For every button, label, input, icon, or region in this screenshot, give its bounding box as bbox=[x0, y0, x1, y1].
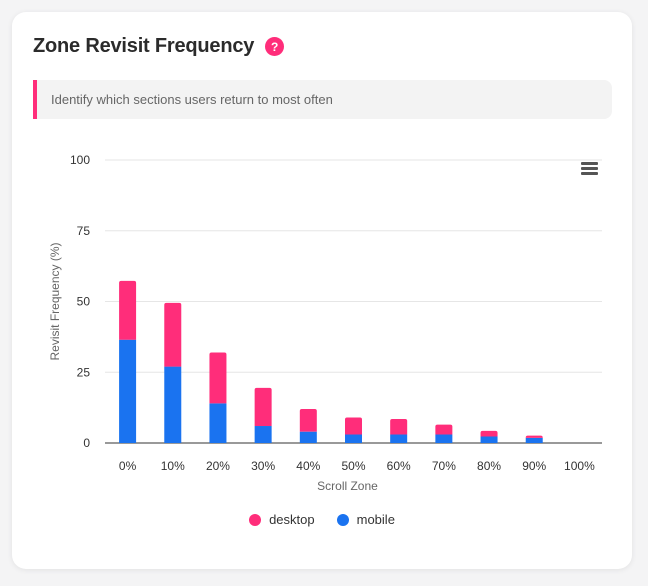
bar-mobile bbox=[480, 436, 498, 443]
x-tick-label: 60% bbox=[387, 459, 411, 473]
x-tick-label: 0% bbox=[119, 459, 137, 473]
bar-mobile bbox=[299, 431, 317, 443]
bar-mobile bbox=[525, 437, 543, 443]
x-tick-label: 40% bbox=[296, 459, 320, 473]
grid-lines bbox=[105, 159, 602, 444]
bar-desktop bbox=[299, 409, 317, 432]
bar-desktop bbox=[254, 387, 272, 427]
legend-marker-mobile bbox=[336, 513, 349, 526]
card-subtitle: Identify which sections users return to … bbox=[33, 80, 612, 119]
x-tick-label: 100% bbox=[564, 459, 595, 473]
bar-desktop bbox=[164, 302, 182, 367]
bar-chart: 0 25 50 75 100 0% 10% 20% 30% 40% 50% 60% 70% 80% 90%… bbox=[48, 153, 602, 493]
bar-mobile bbox=[209, 403, 227, 443]
x-tick-labels: 0% 10% 20% 30% 40% 50% 60% 70% 80% 90% 100% bbox=[119, 459, 595, 473]
x-tick-label: 30% bbox=[251, 459, 275, 473]
legend-item-mobile[interactable]: mobile bbox=[336, 512, 395, 527]
x-tick-label: 70% bbox=[432, 459, 456, 473]
x-tick-label: 50% bbox=[341, 459, 365, 473]
bar-desktop bbox=[390, 418, 408, 435]
bars bbox=[119, 280, 543, 443]
y-tick-labels: 0 25 50 75 100 bbox=[70, 153, 90, 450]
bar-desktop bbox=[209, 352, 227, 404]
bar-desktop bbox=[480, 430, 498, 437]
legend-label-mobile: mobile bbox=[356, 512, 395, 527]
x-axis-label: Scroll Zone bbox=[317, 479, 378, 493]
bar-desktop bbox=[119, 280, 137, 340]
y-axis-label: Revisit Frequency (%) bbox=[48, 242, 62, 360]
y-tick-label: 100 bbox=[70, 153, 90, 167]
bar-mobile bbox=[435, 434, 453, 443]
legend-marker-desktop bbox=[249, 513, 262, 526]
chart-legend: desktop mobile bbox=[12, 512, 632, 527]
chart-menu-icon[interactable] bbox=[581, 162, 598, 175]
help-icon[interactable]: ? bbox=[265, 37, 285, 56]
bar-mobile bbox=[390, 434, 408, 443]
x-tick-label: 10% bbox=[161, 459, 185, 473]
bar-desktop bbox=[435, 424, 453, 435]
legend-label-desktop: desktop bbox=[269, 512, 315, 527]
y-tick-label: 50 bbox=[77, 295, 91, 309]
y-tick-label: 0 bbox=[83, 436, 90, 450]
y-tick-label: 75 bbox=[77, 224, 91, 238]
chart-card: Zone Revisit Frequency ? Identify which … bbox=[12, 12, 632, 569]
bar-desktop bbox=[525, 435, 543, 438]
card-header: Zone Revisit Frequency ? bbox=[33, 35, 285, 58]
card-title: Zone Revisit Frequency bbox=[33, 35, 255, 57]
bar-mobile bbox=[254, 426, 272, 443]
x-tick-label: 80% bbox=[477, 459, 501, 473]
x-tick-label: 20% bbox=[206, 459, 230, 473]
subtitle-text: Identify which sections users return to … bbox=[51, 92, 333, 107]
x-tick-label: 90% bbox=[522, 459, 546, 473]
bar-mobile bbox=[164, 366, 182, 443]
bar-mobile bbox=[345, 434, 362, 443]
legend-item-desktop[interactable]: desktop bbox=[249, 512, 315, 527]
y-tick-label: 25 bbox=[77, 365, 91, 379]
bar-desktop bbox=[345, 417, 362, 435]
bar-mobile bbox=[119, 339, 137, 443]
